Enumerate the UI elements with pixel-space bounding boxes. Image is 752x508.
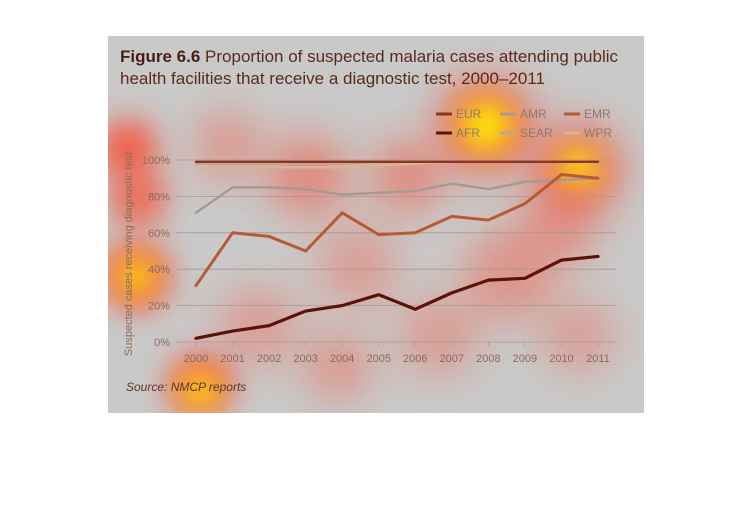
y-tick-label: 40% <box>148 264 170 276</box>
y-axis-ticks: 0% 20% 40% 60% 80% 100% <box>142 155 170 349</box>
x-tick-label: 2011 <box>586 353 610 365</box>
heat-spot <box>118 258 154 294</box>
x-tick-label: 2002 <box>257 353 281 365</box>
x-tick-label: 2005 <box>366 353 390 365</box>
x-tick-label: 2007 <box>440 353 464 365</box>
y-tick-label: 0% <box>154 337 170 349</box>
x-tick-label: 2008 <box>476 353 500 365</box>
x-tick-label: 2006 <box>403 353 427 365</box>
heat-spot <box>542 300 614 372</box>
figure-number: Figure 6.6 <box>120 47 201 66</box>
heat-spot <box>304 332 372 400</box>
x-tick-label: 2004 <box>330 353 354 365</box>
heat-spot <box>108 118 158 178</box>
legend: EUR AMR EMR AFR SEAR WPR <box>436 107 612 140</box>
heat-spot <box>268 136 348 216</box>
legend-label-afr: AFR <box>456 126 480 140</box>
chart-title: Figure 6.6 Proportion of suspected malar… <box>120 46 640 90</box>
y-tick-label: 60% <box>148 228 170 240</box>
heat-spot <box>108 168 168 228</box>
legend-label-wpr: WPR <box>584 126 612 140</box>
x-tick-label: 2009 <box>513 353 537 365</box>
source-note: Source: NMCP reports <box>126 380 246 394</box>
series-lines <box>194 160 600 340</box>
y-axis-label: Suspected cases receiving diagnostic tes… <box>123 152 135 356</box>
source-label: Source: <box>126 380 168 394</box>
y-tick-label: 100% <box>142 155 170 167</box>
heat-spot <box>518 186 598 266</box>
x-tick-label: 2001 <box>220 353 244 365</box>
x-tick-label: 2000 <box>184 353 208 365</box>
y-tick-label: 20% <box>148 301 170 313</box>
series-line-emr <box>194 173 600 288</box>
heat-spot <box>182 372 218 408</box>
heat-spot <box>558 148 598 188</box>
figure-title-text: Proportion of suspected malaria cases at… <box>120 47 619 88</box>
x-tick-label: 2003 <box>293 353 317 365</box>
heat-spot <box>318 226 398 306</box>
y-tick-label: 80% <box>148 191 170 203</box>
legend-label-amr: AMR <box>520 107 547 121</box>
legend-label-eur: EUR <box>456 107 482 121</box>
figure-panel: 0% 20% 40% 60% 80% 100% 2000 2001 2002 2003 2004 2… <box>108 36 644 413</box>
legend-label-sear: SEAR <box>520 126 553 140</box>
x-axis-ticks: 2000 2001 2002 2003 2004 2005 2006 2007 2008 2009… <box>184 342 610 365</box>
heat-spot <box>460 100 512 152</box>
series-line-amr <box>194 176 600 214</box>
heat-spot <box>194 112 262 180</box>
heat-spot <box>372 140 444 212</box>
chart: 0%20%40%60%80%100% 2000 2001 2002 2003 2004 2… <box>108 36 644 413</box>
series-line-afr <box>194 254 600 340</box>
source-text: NMCP reports <box>170 380 247 394</box>
x-tick-label: 2010 <box>549 353 573 365</box>
heat-spot <box>398 296 478 376</box>
legend-label-emr: EMR <box>584 107 611 121</box>
